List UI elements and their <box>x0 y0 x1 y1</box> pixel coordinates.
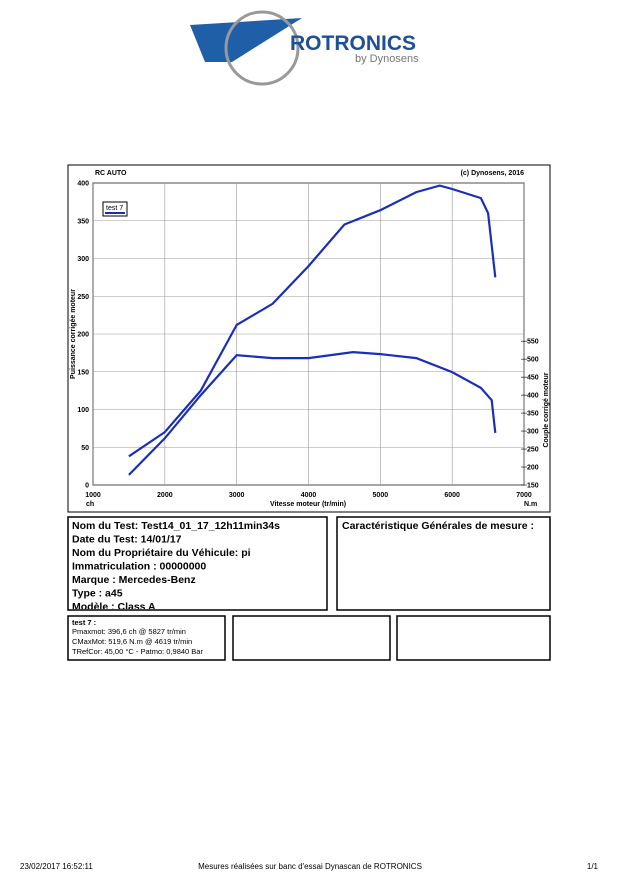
owner: RC AUTO <box>95 170 127 177</box>
y2-tick-label: 350 <box>527 411 539 418</box>
result-line: TRefCor: 45,00 °C - Patmo: 0,9840 Bar <box>72 647 203 656</box>
x-tick-label: 7000 <box>516 492 532 499</box>
empty-box <box>396 615 551 661</box>
y-tick-label: 250 <box>77 294 89 301</box>
footer-text: Mesures réalisées sur banc d'essai Dynas… <box>198 862 422 871</box>
x-tick-label: 2000 <box>157 492 173 499</box>
y2-tick-label: 550 <box>527 339 539 346</box>
y2-tick-label: 300 <box>527 429 539 436</box>
y2-tick-label: 250 <box>527 447 539 454</box>
y-tick-label: 150 <box>77 369 89 376</box>
x-tick-label: 4000 <box>301 492 317 499</box>
copyright: (c) Dynosens, 2016 <box>461 170 525 177</box>
general-title: Caractéristique Générales de mesure : <box>342 520 534 532</box>
test-info-line: Type : a45 <box>72 588 123 600</box>
series-line <box>128 350 497 476</box>
y-tick-label: 400 <box>77 181 89 188</box>
general-box <box>336 516 551 611</box>
y2-tick-label: 200 <box>527 465 539 472</box>
brand: ROTRONICS <box>290 32 416 55</box>
empty-box <box>232 615 391 661</box>
result-line: Pmaxmot: 396,6 ch @ 5827 tr/min <box>72 627 186 636</box>
y2-tick-label: 500 <box>527 357 539 364</box>
y-tick-label: 200 <box>77 332 89 339</box>
test-info-line: Nom du Propriétaire du Véhicule: pi <box>72 547 251 559</box>
y-tick-label: 350 <box>77 218 89 225</box>
x-unit: ch <box>86 501 94 508</box>
y-axis-label: Puissance corrigée moteur <box>70 289 77 379</box>
x-tick-label: 3000 <box>229 492 245 499</box>
chart-frame <box>67 164 551 513</box>
x-tick-label: 1000 <box>85 492 101 499</box>
y-tick-label: 50 <box>81 445 89 452</box>
y-tick-label: 100 <box>77 407 89 414</box>
x-tick-label: 6000 <box>444 492 460 499</box>
series-line <box>128 184 497 458</box>
y-tick-label: 300 <box>77 256 89 263</box>
info-box: Nom du Test: Test14_01_17_12h11min34s Dat… <box>67 516 328 613</box>
logo: ROTRONICS by Dynosens <box>190 10 419 86</box>
x-axis-label: Vitesse moteur (tr/min) <box>270 501 346 508</box>
test-info-line: Marque : Mercedes-Benz <box>72 574 196 586</box>
legend-label: test 7 <box>106 205 123 212</box>
test-info-line: Immatriculation : 00000000 <box>72 561 206 573</box>
x-tick-label: 5000 <box>373 492 389 499</box>
y2-unit: N.m <box>524 501 537 508</box>
y-tick-label: 0 <box>85 483 89 490</box>
test-info-line: Modèle : Class A <box>72 601 156 613</box>
test-info-line: Date du Test: 14/01/17 <box>72 534 182 546</box>
results-title: test 7 : <box>72 618 96 627</box>
brand-sub: by Dynosens <box>355 53 419 65</box>
result-line: CMaxMot: 519,6 N.m @ 4619 tr/min <box>72 637 192 646</box>
test-info-line: Nom du Test: Test14_01_17_12h11min34s <box>72 520 280 532</box>
footer-page: 1/1 <box>587 862 599 871</box>
results-box <box>67 615 226 661</box>
y2-tick-label: 450 <box>527 375 539 382</box>
footer-date: 23/02/2017 16:52:11 <box>20 862 93 871</box>
y2-tick-label: 150 <box>527 483 539 490</box>
y2-tick-label: 400 <box>527 393 539 400</box>
y2-axis-label: Couple corrigé moteur <box>543 372 550 447</box>
